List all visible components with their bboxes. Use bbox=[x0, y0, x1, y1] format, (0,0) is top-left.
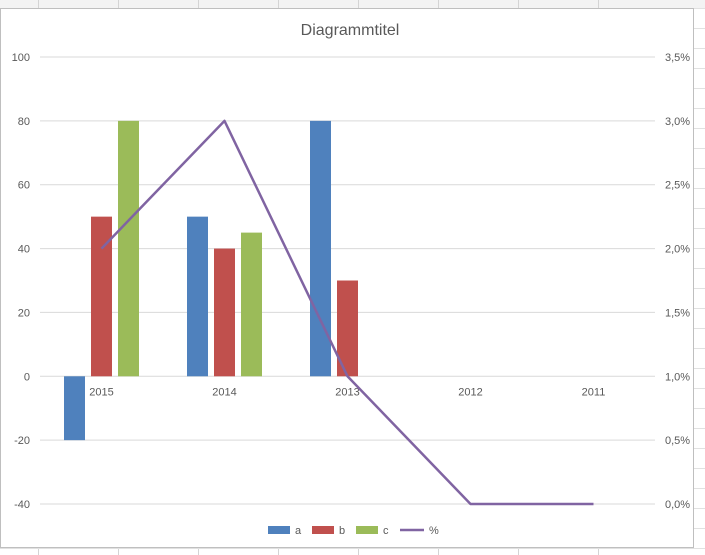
secondary-axis-ticks: 0,0% 0,5% 1,0% 1,5% 2,0% 2,5% 3,0% 3,5% bbox=[665, 52, 690, 511]
bar-c-2015 bbox=[118, 120, 139, 377]
bar-c-2014 bbox=[241, 232, 262, 377]
legend-label-%: % bbox=[429, 525, 439, 537]
primary-axis-tick-label: -20 bbox=[14, 435, 30, 447]
legend-label-a: a bbox=[295, 525, 302, 537]
line-series bbox=[100, 119, 594, 506]
chart-area[interactable] bbox=[0, 8, 694, 548]
legend-label-c: c bbox=[383, 525, 389, 537]
category-label: 2011 bbox=[582, 386, 606, 398]
primary-axis-tick-label: 40 bbox=[18, 244, 30, 256]
category-label: 2014 bbox=[212, 386, 236, 398]
bar-b-2013 bbox=[337, 280, 358, 377]
secondary-axis-tick-label: 1,0% bbox=[665, 371, 690, 383]
primary-axis-ticks: -40 -20 0 20 40 60 80 100 bbox=[12, 52, 30, 511]
category-label: 2013 bbox=[335, 386, 359, 398]
bar-b-2015 bbox=[91, 216, 112, 377]
primary-axis-tick-label: 100 bbox=[12, 52, 30, 64]
secondary-axis-tick-label: 3,5% bbox=[665, 52, 690, 64]
gridlines bbox=[40, 56, 655, 505]
primary-axis-tick-label: -40 bbox=[14, 499, 30, 511]
secondary-axis-tick-label: 2,0% bbox=[665, 244, 690, 256]
legend-swatch-c bbox=[356, 526, 378, 534]
legend: a b c% bbox=[268, 525, 439, 537]
chart-title[interactable]: Diagrammtitel bbox=[301, 22, 400, 39]
secondary-axis-tick-label: 2,5% bbox=[665, 180, 690, 192]
primary-axis-tick-label: 20 bbox=[18, 307, 30, 319]
line-series-% bbox=[100, 119, 594, 506]
secondary-axis-tick-label: 0,0% bbox=[665, 499, 690, 511]
primary-axis-tick-label: 0 bbox=[24, 371, 30, 383]
sheet-row-line bbox=[0, 548, 705, 549]
bar-series bbox=[64, 120, 358, 441]
bar-a-2014 bbox=[187, 216, 208, 377]
secondary-axis-tick-label: 3,0% bbox=[665, 116, 690, 128]
legend-swatch-b bbox=[312, 526, 334, 534]
primary-axis-tick-label: 60 bbox=[18, 180, 30, 192]
legend-label-b: b bbox=[339, 525, 345, 537]
category-label: 2012 bbox=[458, 386, 482, 398]
category-axis-labels: 2015 2014 2013 2012 2011 bbox=[89, 386, 605, 398]
bar-a-2013 bbox=[310, 120, 331, 377]
category-label: 2015 bbox=[89, 386, 113, 398]
secondary-axis-tick-label: 1,5% bbox=[665, 307, 690, 319]
legend-swatch-a bbox=[268, 526, 290, 534]
bar-a-2015 bbox=[64, 376, 85, 441]
bar-b-2014 bbox=[214, 248, 235, 377]
primary-axis-tick-label: 80 bbox=[18, 116, 30, 128]
secondary-axis-tick-label: 0,5% bbox=[665, 435, 690, 447]
